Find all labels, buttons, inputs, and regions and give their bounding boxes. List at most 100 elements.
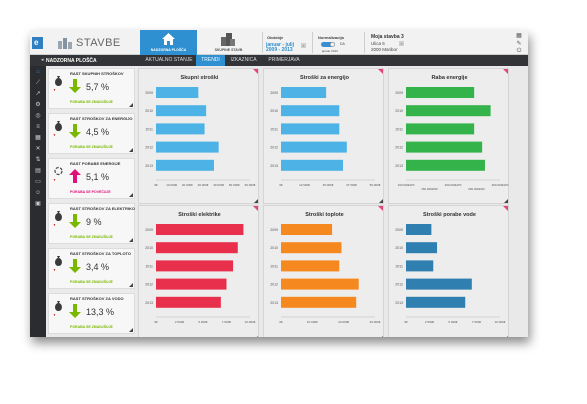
chart-card[interactable]: Stroški elektrike 2009 2010 2011 2012 2013 0€ 2…: [138, 205, 259, 337]
chart-title: Raba energije: [431, 75, 468, 81]
x-subtick-label: 250.000kWh: [468, 187, 485, 191]
sidebar-settings-icon[interactable]: ⚙: [35, 102, 41, 108]
chart-card[interactable]: Stroški porabe vode 2009 2010 2011 2012 2013 0…: [388, 205, 509, 337]
tab-trends[interactable]: TRENDI: [196, 55, 225, 66]
bar-2012[interactable]: [156, 141, 219, 153]
chart-title: Stroški porabe vode: [423, 212, 476, 218]
kpi-card[interactable]: RAST STROŠKOV ZA TOPLOTO ▼ 3,4 % PORABA SE …: [48, 248, 135, 289]
bar-2013[interactable]: [156, 296, 221, 308]
y-tick-label: 2011: [270, 264, 278, 268]
bar-2010[interactable]: [281, 242, 342, 254]
bar-2011[interactable]: [406, 260, 434, 272]
bar-2009[interactable]: [281, 224, 333, 235]
kpi-corner-handle[interactable]: [129, 193, 133, 197]
bar-2009[interactable]: [406, 224, 432, 235]
sidebar-trend-icon[interactable]: ↗: [35, 91, 41, 97]
sidebar-sort-icon[interactable]: ⇅: [35, 157, 41, 163]
kpi-corner-handle[interactable]: [129, 148, 133, 152]
bar-2012[interactable]: [406, 141, 483, 153]
chart-resize-handle[interactable]: [254, 336, 258, 337]
chart-title: Stroški za energijo: [300, 75, 349, 81]
bar-2013[interactable]: [156, 159, 214, 171]
chart-card[interactable]: Raba energije 2009 2010 2011 2012 2013 100.000…: [388, 68, 509, 204]
sidebar-doc-icon[interactable]: ▭: [35, 179, 41, 185]
period-value[interactable]: januar - julij 2009 - 2013: [266, 43, 294, 53]
bar-2012[interactable]: [406, 278, 472, 290]
kpi-status: PORABA SE ZMANJŠUJE: [70, 325, 113, 329]
kpi-card[interactable]: RAST PORABE ENERGIJE ▼ 5,1 % PORABA SE POVE…: [48, 158, 135, 199]
y-tick-label: 2013: [270, 164, 278, 168]
kpi-card[interactable]: RAST STROŠKOV ZA VODO ▼ 13,3 % PORABA SE ZM…: [48, 293, 135, 334]
kpi-card[interactable]: RAST SKUPNIH STROŠKOV ▼ 5,7 % PORABA SE ZMA…: [48, 68, 135, 109]
chart-corner-flag[interactable]: [378, 69, 383, 74]
sidebar-chart-icon[interactable]: ⟋: [35, 80, 41, 86]
bar-2010[interactable]: [156, 105, 207, 117]
chart-corner-flag[interactable]: [253, 69, 258, 74]
chart-card[interactable]: Stroški za energijo 2009 2010 2011 2012 2013 0…: [263, 68, 384, 204]
sidebar-home-icon[interactable]: ⌂: [36, 69, 40, 75]
bar-2009[interactable]: [156, 224, 244, 235]
chart-resize-handle[interactable]: [379, 336, 383, 337]
sidebar-grid-icon[interactable]: ▦: [35, 135, 41, 141]
chart-corner-flag[interactable]: [503, 206, 508, 211]
kpi-corner-handle[interactable]: [129, 238, 133, 242]
power-icon[interactable]: ⏻: [516, 48, 522, 54]
bar-2010[interactable]: [406, 105, 491, 117]
sidebar-globe-icon[interactable]: ◎: [35, 113, 41, 119]
kpi-corner-handle[interactable]: [129, 103, 133, 107]
bar-2013[interactable]: [406, 296, 466, 308]
bar-2012[interactable]: [156, 278, 227, 290]
chart-corner-flag[interactable]: [253, 206, 258, 211]
sidebar-user-icon[interactable]: ☺: [34, 190, 42, 196]
bar-2010[interactable]: [156, 242, 238, 254]
nav-building-groups-button[interactable]: SKUPINE STAVB: [200, 30, 257, 55]
chart-resize-handle[interactable]: [379, 199, 383, 203]
bar-2011[interactable]: [156, 123, 205, 135]
sidebar-info-icon[interactable]: ▣: [35, 201, 41, 207]
bar-2012[interactable]: [281, 141, 347, 153]
chart-resize-handle[interactable]: [504, 199, 508, 203]
tab-current-state[interactable]: AKTUALNO STANJE: [145, 57, 193, 63]
chart-card[interactable]: Skupni stroški 2009 2010 2011 2012 2013 0€ 10.0…: [138, 68, 259, 204]
kpi-corner-handle[interactable]: [129, 328, 133, 332]
bar-2011[interactable]: [156, 260, 234, 272]
tab-comparison[interactable]: PRIMERJAVA: [268, 57, 300, 63]
bar-2011[interactable]: [281, 260, 340, 272]
kpi-card[interactable]: RAST STROŠKOV ZA ELEKTRIKO ▼ 9 % PORABA SE …: [48, 203, 135, 244]
bar-2009[interactable]: [281, 87, 327, 98]
arrow-down-icon: [69, 259, 81, 273]
bar-2010[interactable]: [281, 105, 340, 117]
bar-2013[interactable]: [406, 159, 485, 171]
bar-2011[interactable]: [406, 123, 475, 135]
chart-resize-handle[interactable]: [254, 199, 258, 203]
tab-card[interactable]: IZKAZNICA: [230, 57, 257, 63]
chart-corner-flag[interactable]: [378, 206, 383, 211]
chart-card[interactable]: Stroški toplote 2009 2010 2011 2012 2013 0€ 10.…: [263, 205, 384, 337]
app-logo[interactable]: e: [32, 37, 43, 49]
bar-2013[interactable]: [281, 296, 357, 308]
y-tick-label: 2010: [270, 246, 278, 250]
chart-resize-handle[interactable]: [504, 336, 508, 337]
bar-2009[interactable]: [406, 87, 475, 98]
bar-2013[interactable]: [281, 159, 344, 171]
grid-menu-icon[interactable]: ▦: [516, 33, 522, 39]
collapse-arrow-icon[interactable]: ◂: [41, 57, 44, 63]
period-clear-icon[interactable]: ×: [301, 43, 306, 48]
bar-2009[interactable]: [156, 87, 199, 98]
sidebar-report-icon[interactable]: ▤: [35, 168, 41, 174]
bar-2011[interactable]: [281, 123, 340, 135]
y-tick-label: 2011: [270, 127, 278, 131]
x-tick-label: 10.000€: [495, 320, 506, 324]
bar-2010[interactable]: [406, 242, 438, 254]
nav-dashboard-button[interactable]: NADZORNA PLOŠČA: [140, 30, 197, 55]
bar-2012[interactable]: [281, 278, 359, 290]
sidebar-list-icon[interactable]: ≡: [36, 124, 40, 130]
edit-icon[interactable]: ✎: [516, 41, 522, 47]
kpi-corner-handle[interactable]: [129, 283, 133, 287]
building-clear-icon[interactable]: ×: [399, 41, 404, 46]
sidebar-wrench-icon[interactable]: ✕: [35, 146, 41, 152]
normalization-toggle[interactable]: [321, 42, 335, 47]
y-tick-label: 2010: [145, 109, 153, 113]
kpi-card[interactable]: RAST STROŠKOV ZA ENERGIJO ▼ 4,5 % PORABA SE…: [48, 113, 135, 154]
chart-corner-flag[interactable]: [503, 69, 508, 74]
